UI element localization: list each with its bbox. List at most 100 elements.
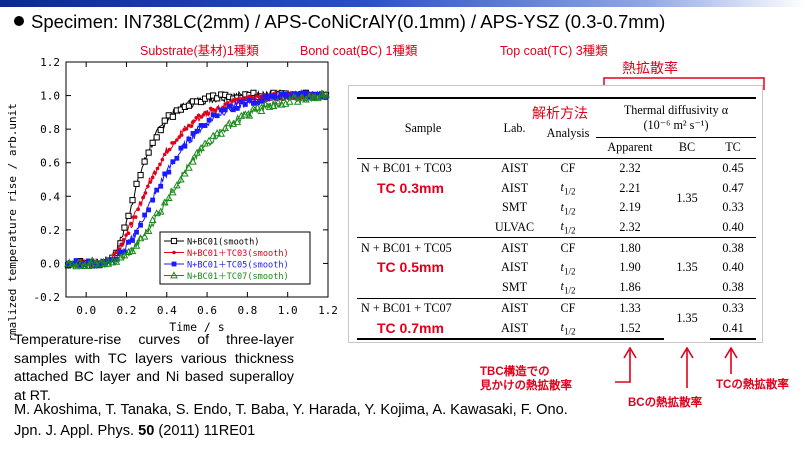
series-point	[114, 250, 119, 255]
series-point	[303, 90, 309, 96]
series-point	[137, 172, 144, 179]
bullet-dot-icon	[14, 16, 24, 26]
series-point	[92, 259, 101, 267]
series-point	[179, 133, 184, 137]
header-diffusivity-line2: (10⁻⁶ m² s⁻¹)	[643, 118, 709, 132]
series-point	[306, 92, 314, 101]
series-point	[182, 143, 188, 149]
legend-marker	[170, 271, 178, 279]
analysis-half-sub: 1/2	[563, 186, 576, 197]
series-point	[242, 102, 248, 107]
specimen-line: Specimen: IN738LC(2mm) / APS-CoNiCrAlY(0…	[14, 11, 665, 33]
cell-analysis: t1/2	[540, 178, 596, 198]
header-tc: TC	[710, 137, 756, 159]
cell-sample: TC 0.7mm	[357, 318, 489, 340]
series-point	[217, 129, 226, 137]
series-point	[178, 145, 184, 151]
series-point	[161, 117, 168, 124]
series-point	[194, 115, 198, 120]
x-tick-label: 0.8	[237, 304, 257, 317]
annotation-arrows	[615, 346, 738, 388]
specimen-text: Specimen: IN738LC(2mm) / APS-CoNiCrAlY(0…	[31, 11, 666, 32]
cell-tc: 0.40	[722, 260, 744, 275]
header-bc: BC	[664, 137, 710, 159]
series-point	[201, 112, 206, 117]
series-point	[184, 127, 189, 131]
cell-apparent: 1.86	[619, 280, 641, 295]
series-point	[234, 106, 240, 111]
cell-lab: AIST	[489, 297, 540, 319]
reference-journal-name: Jpn. J. Appl. Phys.	[14, 423, 139, 439]
series-point	[133, 215, 138, 219]
series-point	[144, 226, 153, 234]
cell-analysis: CF	[540, 297, 596, 319]
series-point	[158, 162, 162, 167]
series-point	[132, 241, 141, 249]
series-2	[65, 90, 329, 270]
legend-marker	[171, 261, 177, 267]
series-point	[143, 191, 148, 195]
series-point	[214, 95, 221, 102]
series-point	[150, 175, 155, 180]
table-row: N + BC01 + TC03 AIST CF 2.32 1.35 0.45	[357, 157, 756, 238]
series-point	[173, 181, 181, 189]
series-point	[124, 233, 128, 237]
sample-name: N + BC01 + TC03	[361, 161, 452, 176]
table-subheader-row: Apparent BC TC	[357, 137, 756, 159]
cell-tc: 0.47	[722, 180, 744, 195]
series-point	[156, 207, 165, 215]
cell-apparent: 2.32	[619, 220, 641, 235]
series-point	[283, 91, 289, 97]
cell-sample: N + BC01 + TC07	[357, 297, 489, 319]
series-point	[64, 259, 72, 267]
series-point	[162, 152, 167, 157]
table-row: N + BC01 + TC07 AIST CF 1.33 1.35 0.33	[357, 297, 756, 339]
series-point	[250, 89, 257, 96]
cell-lab: SMT	[501, 200, 528, 215]
series-point	[172, 140, 177, 145]
series-point	[129, 221, 133, 226]
series-point	[197, 98, 205, 106]
series-point	[318, 89, 326, 97]
series-point	[136, 207, 140, 212]
analysis-half-time: t	[560, 259, 564, 274]
series-point	[167, 147, 172, 152]
series-point	[164, 193, 173, 202]
legend-marker	[170, 237, 178, 245]
series-point	[149, 139, 156, 146]
series-point	[289, 92, 298, 101]
series-point	[153, 171, 157, 175]
cell-lab: ULVAC	[494, 220, 535, 235]
series-point	[142, 212, 147, 218]
table-row: ULVAC t1/2 2.32 0.40	[357, 218, 756, 238]
cell-sample	[357, 198, 489, 218]
cell-sample: N + BC01 + TC03	[357, 157, 489, 179]
cell-tc: 0.33	[710, 297, 756, 319]
cell-apparent: 2.19	[619, 200, 641, 215]
series-point	[146, 207, 152, 213]
analysis-half-time: t	[560, 199, 564, 214]
series-point	[194, 128, 200, 134]
diffusivity-table-box: 解析方法 Sample Lab. Analysis Thermal diffus…	[348, 85, 763, 343]
legend-marker	[172, 250, 176, 255]
title-bar	[0, 0, 806, 7]
series-point	[128, 247, 137, 255]
series-point	[153, 134, 160, 141]
series-point	[255, 100, 260, 106]
series-point	[150, 197, 156, 203]
series-point	[160, 157, 165, 162]
series-point	[273, 97, 282, 105]
ann-apparent-line2: 見かけの熱拡散率	[480, 380, 572, 392]
analysis-half-time: t	[560, 180, 564, 194]
series-3	[64, 89, 330, 270]
legend-label: N+BC01＋TC03(smooth)	[187, 248, 289, 259]
cell-lab: AIST	[489, 157, 540, 179]
series-point	[157, 126, 164, 134]
y-axis-label: Normalized temperature rise / arb.unit	[6, 103, 19, 340]
analysis-half-sub: 1/2	[563, 266, 576, 277]
series-point	[261, 100, 270, 108]
cell-sample	[357, 218, 489, 238]
cell-bc: 1.35	[664, 237, 710, 298]
series-point	[214, 113, 220, 119]
cell-sample	[357, 278, 489, 298]
